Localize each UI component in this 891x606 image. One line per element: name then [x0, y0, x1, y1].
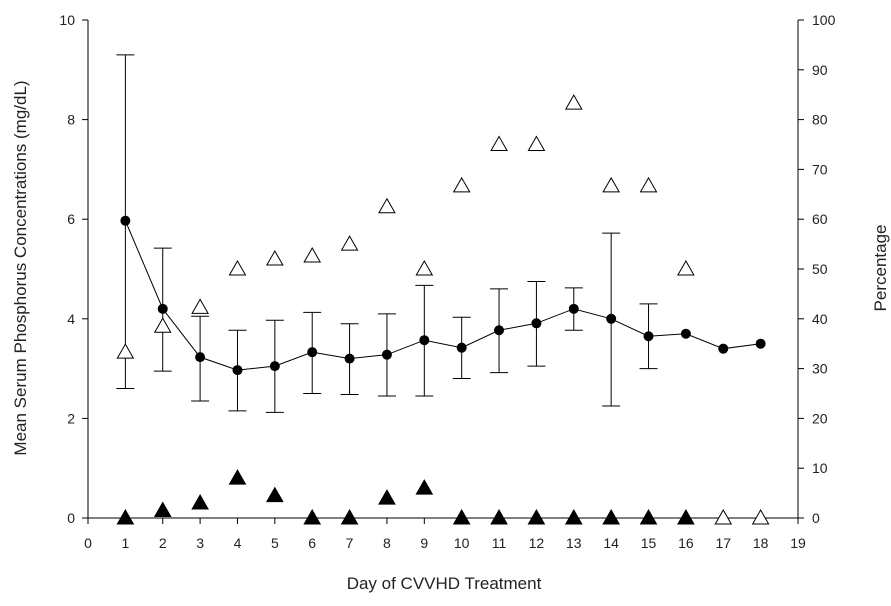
x-tick-label: 4 [234, 535, 242, 551]
data-point-filled-triangle [490, 508, 508, 525]
y-axis-title: Mean Serum Phosphorus Concentrations (mg… [11, 80, 30, 455]
data-point-circle [456, 342, 467, 353]
x-tick-label: 7 [346, 535, 354, 551]
x-tick-label: 14 [603, 535, 619, 551]
y-right-tick-label: 80 [812, 112, 828, 128]
y-right-tick-label: 90 [812, 62, 828, 78]
x-tick-label: 9 [420, 535, 428, 551]
x-tick-label: 3 [196, 535, 204, 551]
x-tick-label: 2 [159, 535, 167, 551]
data-point-open-triangle [153, 317, 172, 333]
y-right-tick-label: 100 [812, 12, 836, 28]
data-point-open-triangle [191, 298, 209, 314]
y-right-tick-label: 20 [812, 410, 828, 426]
x-tick-label: 0 [84, 535, 92, 551]
data-point-open-triangle [639, 176, 658, 193]
data-point-open-triangle [378, 197, 396, 214]
data-point-open-triangle [527, 135, 546, 151]
x-tick-label: 11 [492, 535, 507, 551]
x-axis-title: Day of CVVHD Treatment [347, 574, 542, 593]
data-point-filled-triangle [303, 508, 322, 525]
data-point-circle [195, 352, 206, 363]
x-tick-label: 19 [790, 535, 806, 551]
data-point-filled-triangle [415, 479, 434, 495]
y-tick-label: 6 [67, 211, 75, 227]
y-right-tick-label: 60 [812, 211, 828, 227]
data-point-circle [120, 215, 131, 226]
data-point-open-triangle [265, 250, 284, 266]
y-right-tick-label: 10 [812, 460, 828, 476]
data-point-filled-triangle [452, 508, 471, 525]
error-bars [116, 54, 658, 413]
data-point-filled-triangle [677, 508, 695, 525]
data-point-circle [606, 313, 617, 324]
data-point-filled-triangle [340, 508, 359, 525]
data-point-circle [307, 347, 318, 358]
y-tick-label: 0 [67, 510, 75, 526]
axes: 0 1 2 3 4 5 6 7 8 9 10 11 12 13 14 15 16 17 18 190246810010… [59, 12, 835, 551]
x-tick-label: 12 [529, 535, 545, 551]
data-point-filled-triangle [228, 469, 247, 485]
x-tick-label: 13 [566, 535, 582, 551]
series [116, 94, 770, 525]
data-point-filled-triangle [527, 508, 546, 525]
data-point-circle [269, 361, 280, 372]
data-point-filled-triangle [602, 508, 621, 525]
x-tick-label: 18 [753, 535, 769, 551]
data-point-circle [494, 325, 505, 336]
data-point-open-triangle [116, 343, 135, 359]
data-point-circle [232, 365, 243, 376]
x-tick-label: 6 [308, 535, 316, 551]
x-tick-label: 15 [641, 535, 657, 551]
data-point-circle [344, 353, 355, 364]
data-point-filled-triangle [639, 508, 658, 525]
data-point-open-triangle [490, 135, 508, 151]
y-right-tick-label: 30 [812, 361, 828, 377]
y-right-tick-label: 0 [812, 510, 820, 526]
data-point-filled-triangle [564, 508, 583, 525]
data-point-circle [718, 343, 729, 354]
y-right-tick-label: 40 [812, 311, 828, 327]
y-tick-label: 10 [59, 12, 75, 28]
x-tick-label: 5 [271, 535, 279, 551]
data-point-open-triangle [714, 508, 733, 525]
data-point-circle [419, 335, 430, 346]
y-tick-label: 8 [67, 112, 75, 128]
y-right-tick-label: 50 [812, 261, 828, 277]
data-point-circle [755, 338, 766, 349]
y-right-tick-label: 70 [812, 161, 828, 177]
data-point-filled-triangle [191, 494, 209, 510]
data-point-circle [531, 318, 542, 329]
data-point-open-triangle [303, 247, 322, 263]
x-tick-label: 17 [715, 535, 731, 551]
data-point-open-triangle [602, 176, 621, 193]
data-point-filled-triangle [116, 508, 135, 525]
data-point-open-triangle [340, 235, 359, 251]
data-point-circle [643, 331, 654, 342]
x-tick-label: 1 [121, 535, 129, 551]
series-line [124, 220, 761, 371]
data-point-open-triangle [751, 508, 770, 525]
data-point-circle [568, 303, 579, 314]
data-point-filled-triangle [153, 501, 172, 518]
data-point-open-triangle [415, 259, 434, 276]
data-point-filled-triangle [378, 489, 396, 505]
y-tick-label: 2 [67, 410, 75, 426]
x-tick-label: 16 [678, 535, 694, 551]
x-tick-label: 10 [454, 535, 470, 551]
data-point-open-triangle [677, 259, 695, 276]
y-tick-label: 4 [67, 311, 75, 327]
data-point-open-triangle [228, 259, 247, 276]
x-tick-label: 8 [383, 535, 391, 551]
y-right-axis-title: Percentage [871, 225, 890, 312]
data-point-open-triangle [564, 94, 583, 110]
data-point-circle [381, 349, 392, 360]
data-point-open-triangle [452, 176, 471, 193]
data-point-circle [157, 303, 168, 314]
data-point-circle [680, 328, 691, 339]
data-point-filled-triangle [265, 486, 284, 503]
